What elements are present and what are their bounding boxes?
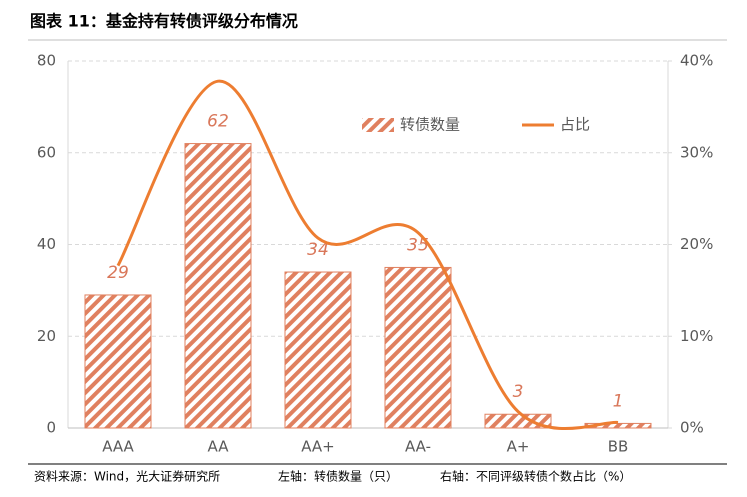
- value-label: 34: [307, 240, 329, 260]
- legend-label: 占比: [560, 116, 590, 134]
- value-label: 1: [613, 391, 624, 411]
- bar: [184, 143, 252, 429]
- y-tick-label: 60: [37, 143, 56, 161]
- right-axis-note: 右轴：不同评级转债个数占比（%）: [440, 469, 631, 484]
- left-axis-note: 左轴：转债数量（只）: [278, 469, 398, 484]
- y-tick-label: 40: [37, 235, 56, 253]
- x-tick-label: AAA: [102, 438, 134, 456]
- x-tick-label: AA: [208, 438, 230, 456]
- value-label: 3: [513, 382, 524, 402]
- y2-tick-label: 40%: [680, 52, 713, 70]
- bar: [384, 266, 452, 429]
- y2-tick-label: 30%: [680, 143, 713, 161]
- x-tick-label: AA-: [405, 438, 431, 456]
- y-tick-label: 80: [37, 52, 56, 70]
- x-tick-label: BB: [608, 438, 629, 456]
- bar: [284, 271, 352, 429]
- x-tick-label: AA+: [301, 438, 335, 456]
- value-label: 29: [107, 263, 129, 283]
- y-tick-label: 0: [46, 419, 56, 437]
- y2-tick-label: 0%: [680, 419, 704, 437]
- line: [116, 79, 619, 430]
- y2-tick-label: 10%: [680, 327, 713, 345]
- value-label: 35: [407, 235, 429, 255]
- source-note: 资料来源：Wind，光大证券研究所: [34, 469, 220, 484]
- y-tick-label: 20: [37, 327, 56, 345]
- chart-title: 图表 11：基金持有转债评级分布情况: [30, 12, 298, 31]
- x-tick-label: A+: [507, 438, 530, 456]
- legend-label: 转债数量: [400, 116, 460, 134]
- legend-swatch: [362, 118, 394, 132]
- bar: [84, 294, 152, 429]
- bar: [484, 413, 552, 429]
- y2-tick-label: 20%: [680, 235, 713, 253]
- value-label: 62: [207, 112, 229, 132]
